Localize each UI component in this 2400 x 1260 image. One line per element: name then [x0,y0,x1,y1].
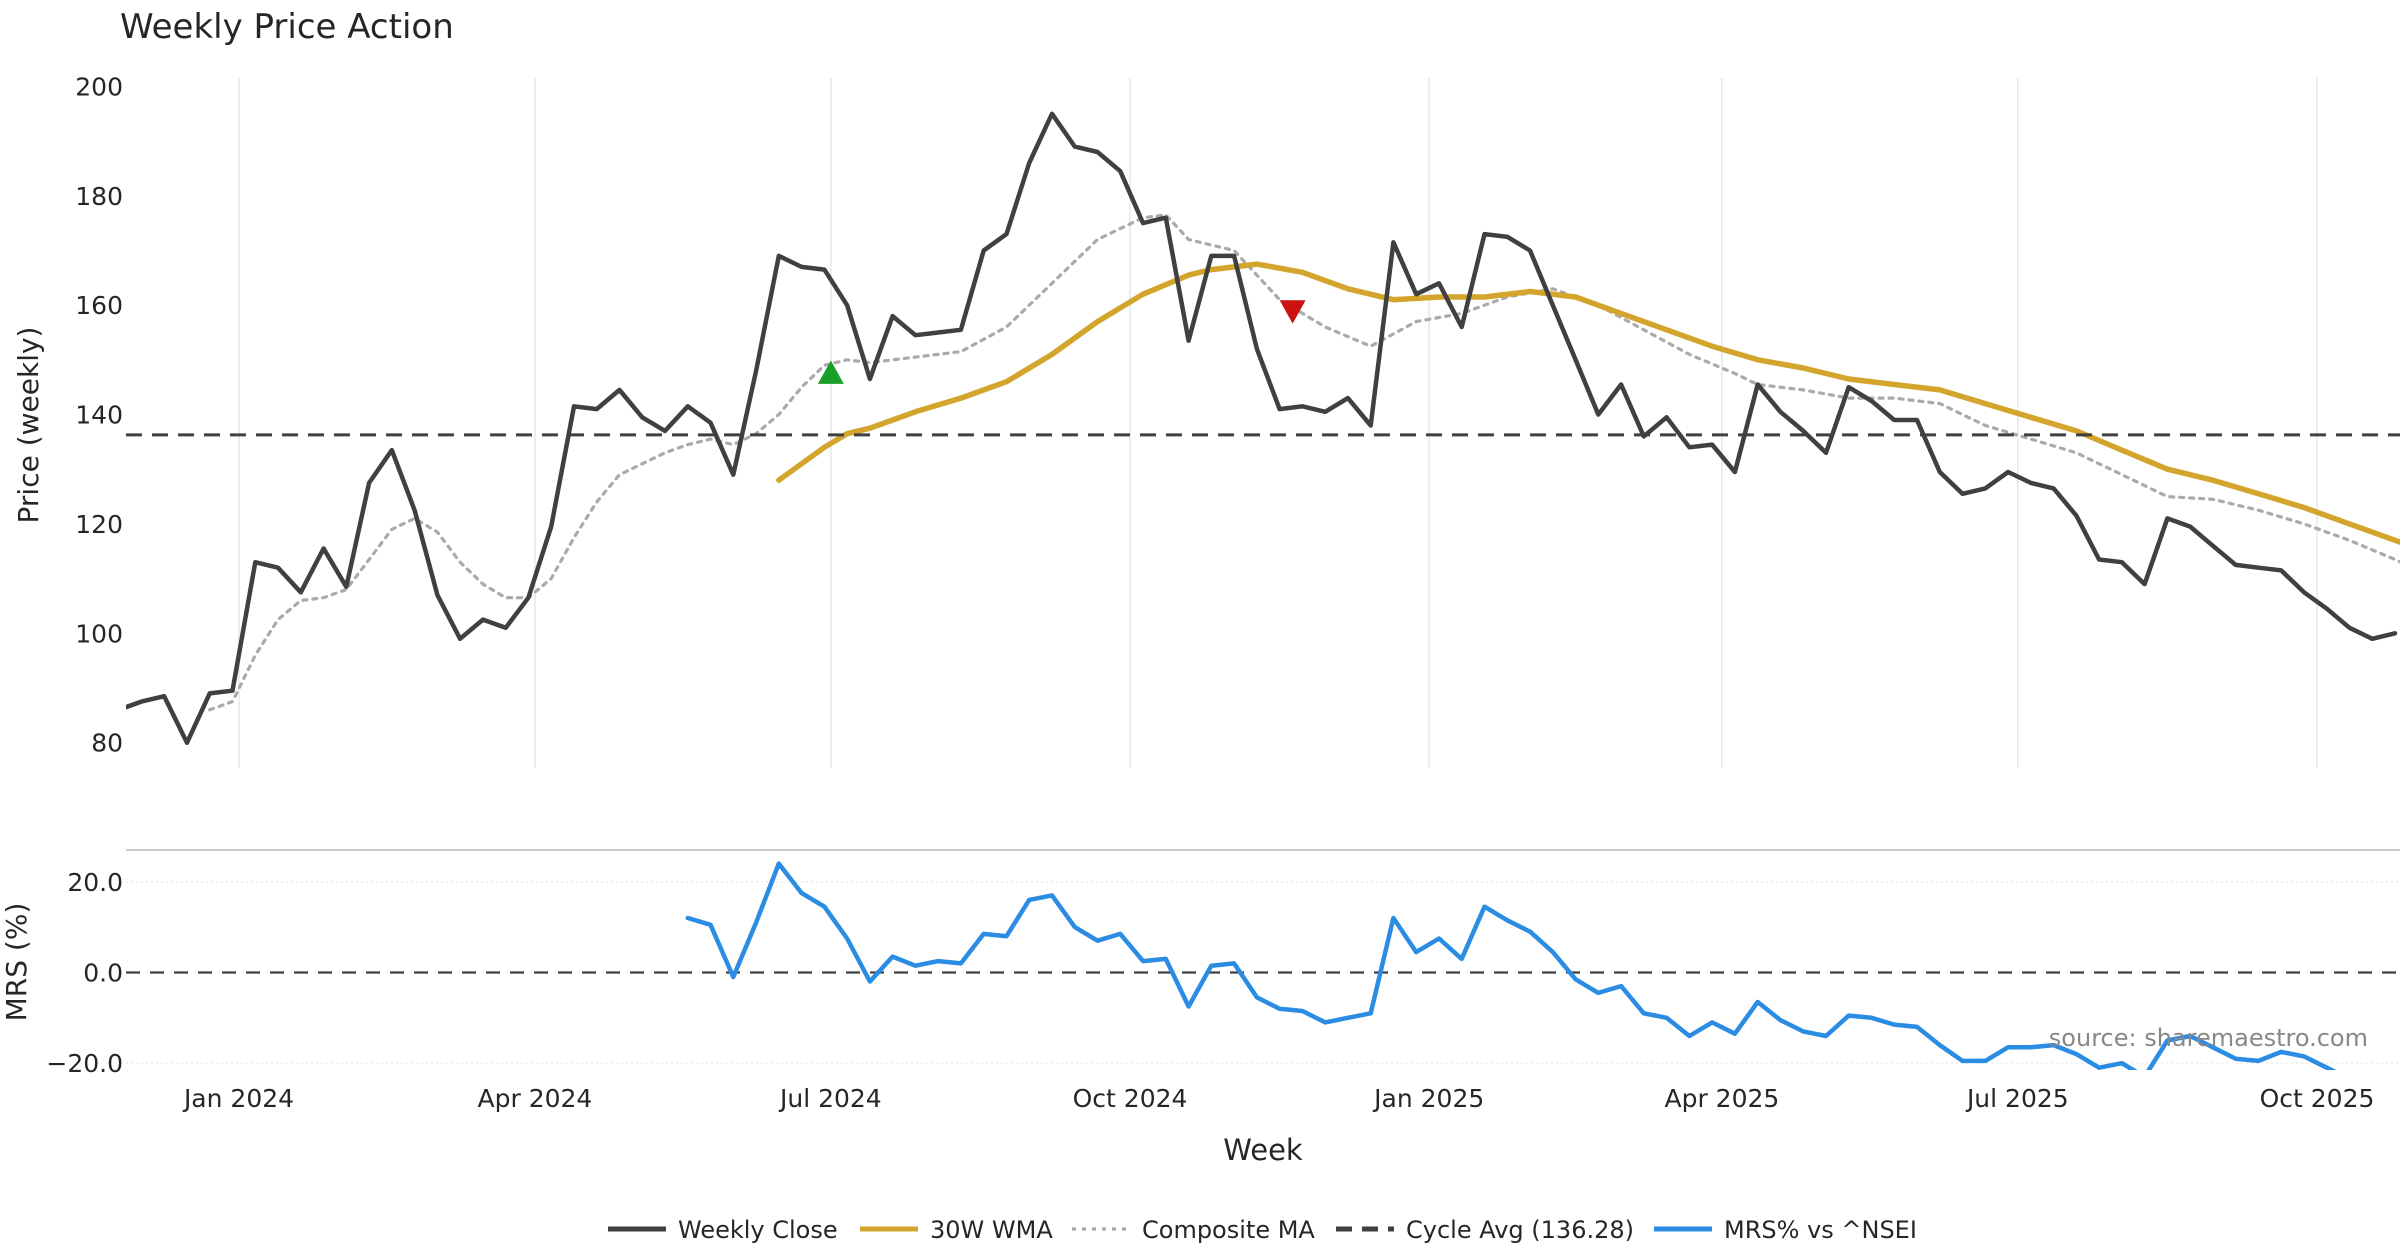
mrs-grid [126,881,2400,1064]
wma-30w-line [776,261,2400,546]
x-tick-label: Jan 2025 [1372,1084,1484,1113]
price-y-tick-label: 200 [75,72,123,101]
composite-ma-line [208,213,2400,712]
price-series [126,111,2400,745]
x-tick-label: Apr 2024 [478,1084,593,1113]
buy-signal-marker [817,360,844,384]
price-grid [238,78,2318,768]
price-markers [817,300,1306,384]
source-watermark: source: sharemaestro.com [2049,1024,2368,1052]
x-tick-label: Jan 2024 [182,1084,294,1113]
legend-label: Weekly Close [678,1216,838,1244]
legend: Weekly Close 30W WMA Composite MA Cycle Avg… [608,1216,1917,1244]
x-tick-label: Jul 2025 [1965,1084,2069,1113]
mrs-y-tick-label: −20.0 [46,1049,123,1078]
price-y-tick-label: 140 [75,401,123,430]
price-y-axis-label: Price (weekly) [12,327,45,524]
mrs-y-axis: 20.0 0.0 −20.0 [46,868,123,1078]
price-y-tick-label: 100 [75,619,123,648]
x-axis-label: Week [1223,1133,1303,1167]
x-tick-label: Oct 2024 [1073,1084,1188,1113]
mrs-y-tick-label: 0.0 [83,958,123,987]
x-tick-label: Apr 2025 [1664,1084,1779,1113]
mrs-series [685,861,2337,1070]
weekly-close-line [126,111,2398,745]
mrs-line [685,861,2337,1070]
mrs-y-axis-label: MRS (%) [0,903,33,1022]
price-y-tick-label: 160 [75,291,123,320]
legend-label: 30W WMA [930,1216,1053,1244]
legend-label: MRS% vs ^NSEI [1724,1216,1917,1244]
mrs-y-tick-label: 20.0 [67,868,123,897]
x-axis: Jan 2024 Apr 2024 Jul 2024 Oct 2024 Jan 2025… [182,1084,2374,1113]
legend-label: Cycle Avg (136.28) [1406,1216,1634,1244]
legend-label: Composite MA [1142,1216,1315,1244]
price-y-tick-label: 120 [75,510,123,539]
price-y-tick-label: 180 [75,182,123,211]
price-y-axis: 80 100 120 140 160 180 200 [75,72,123,757]
chart-title: Weekly Price Action [120,7,454,47]
price-y-tick-label: 80 [91,729,123,758]
x-tick-label: Jul 2024 [778,1084,882,1113]
x-tick-label: Oct 2025 [2260,1084,2375,1113]
sell-signal-marker [1279,300,1306,324]
